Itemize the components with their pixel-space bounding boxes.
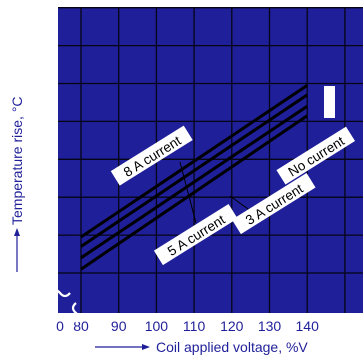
x-tick-label: 90 bbox=[111, 318, 127, 334]
label-box bbox=[110, 125, 193, 186]
y-axis-break bbox=[49, 288, 71, 298]
x-tick-label: 80 bbox=[73, 318, 89, 334]
y-tick-labels: 20 30 40 50 60 70 80 bbox=[61, 31, 77, 274]
x-axis-break bbox=[71, 302, 81, 324]
y-axis-label: Temperature rise, °C bbox=[9, 96, 25, 225]
y-tick-label: 60 bbox=[61, 106, 77, 122]
x-axis-title: Coil applied voltage, %V bbox=[95, 339, 308, 355]
series-line bbox=[80, 84, 309, 239]
y-tick-label: 40 bbox=[61, 182, 77, 198]
label-box bbox=[276, 126, 356, 185]
x-tick-label: 110 bbox=[183, 318, 206, 334]
x-axis-label: Coil applied voltage, %V bbox=[156, 339, 308, 355]
y-axis-title: Temperature rise, °C bbox=[9, 96, 25, 272]
y-tick-label: 80 bbox=[61, 31, 77, 47]
x-tick-label: 0 bbox=[56, 318, 64, 334]
label-box bbox=[231, 173, 316, 235]
x-tick-label: 120 bbox=[220, 318, 244, 334]
series-lines bbox=[80, 84, 309, 271]
y-tick-label: 70 bbox=[61, 69, 77, 85]
label-leader-line bbox=[179, 161, 197, 224]
y-tick-label: 30 bbox=[61, 220, 77, 236]
x-tick-label: 100 bbox=[145, 318, 169, 334]
x-tick-label: 140 bbox=[296, 318, 320, 334]
series-line bbox=[80, 114, 309, 271]
series-line bbox=[80, 104, 309, 260]
y-tick-label: 50 bbox=[61, 144, 77, 160]
x-tick-labels: 0 80 90 100 110 120 130 140 bbox=[56, 318, 319, 334]
marker-block bbox=[324, 86, 335, 118]
x-tick-label: 130 bbox=[258, 318, 282, 334]
series-line bbox=[80, 93, 309, 248]
axis-breaks bbox=[49, 288, 81, 324]
y-tick-label: 20 bbox=[61, 258, 77, 274]
label-box bbox=[153, 204, 238, 266]
